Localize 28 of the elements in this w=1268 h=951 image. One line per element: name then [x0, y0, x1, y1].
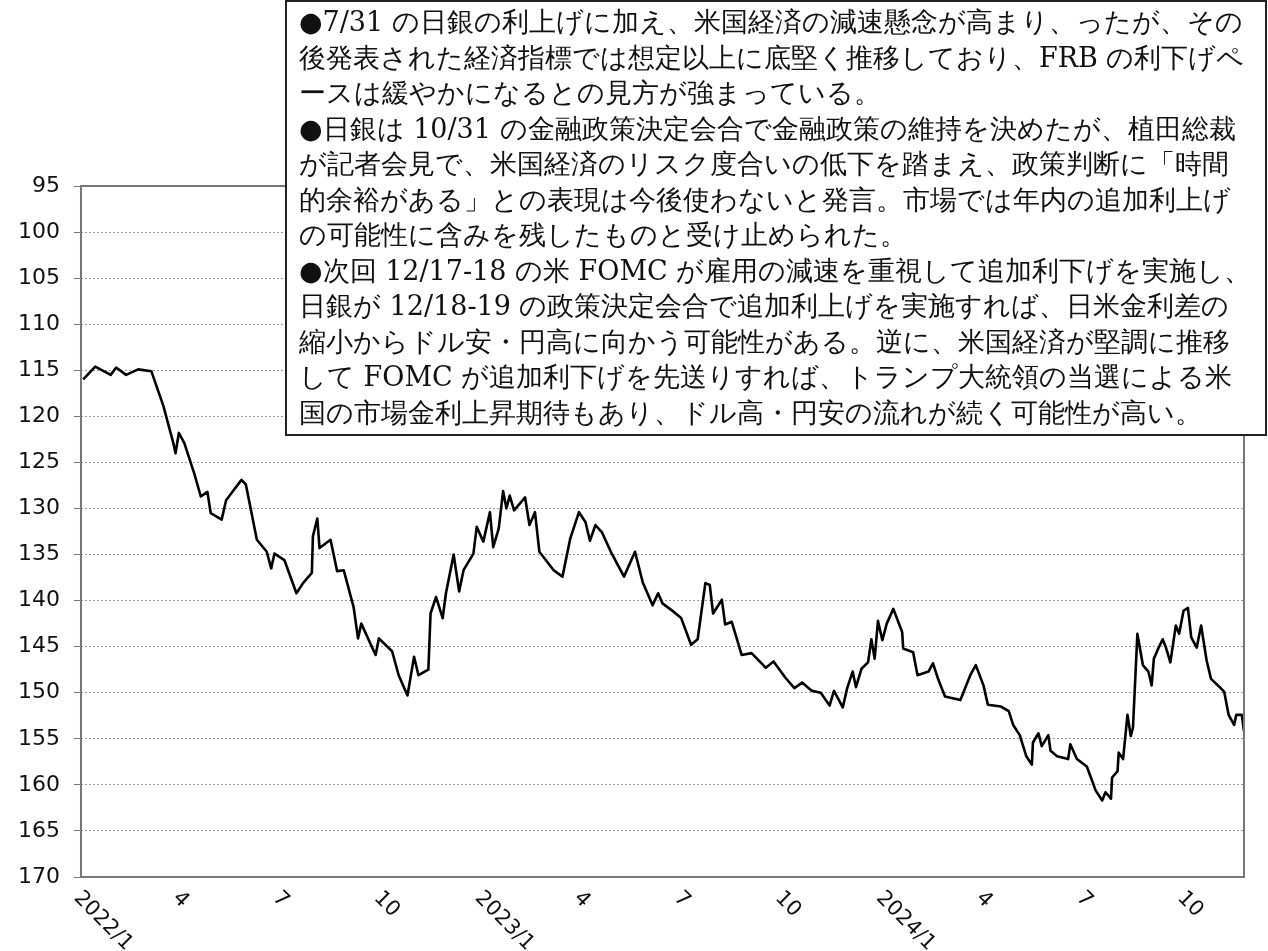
- y-tick-label: 140: [17, 586, 60, 612]
- y-tick-label: 150: [17, 678, 60, 704]
- x-tick-label: 4: [972, 885, 999, 912]
- annotation: ●日銀は 10/31 の金融政策決定会合で金融政策の維持を決めたが、植田総裁が記者会見で、米国経済のリスク度合いの低下を踏まえ、政策判断に「時間的余裕がある」との表現は今後使わないと発言。市場では年内の追加利上げの可能性に含みを残したものと受け止められた。: [299, 111, 1237, 252]
- y-tick-label: 160: [17, 770, 60, 796]
- x-tick-label: 10: [369, 885, 406, 922]
- x-tick-label: 4: [569, 885, 597, 912]
- y-tick-label: 120: [17, 402, 60, 428]
- y-tick-label: 95: [31, 171, 60, 197]
- y-tick-label: 115: [17, 355, 60, 381]
- y-tick-label: 155: [17, 724, 60, 750]
- y-tick-label: 105: [17, 263, 60, 289]
- x-tick-label: 7: [268, 885, 295, 912]
- y-tick-label: 130: [17, 494, 60, 520]
- y-tick-label: 170: [17, 862, 60, 888]
- y-tick-label: 100: [17, 217, 60, 243]
- x-tick-label: 7: [1072, 885, 1099, 912]
- annotation: ●次回 12/17-18 の米 FOMC が雇用の減速を重視して追加利下げを実施し、日銀が 12/18-19 の政策決定会合で追加利上げを実施すれば、日米金利差の縮小からドル安・円高に向かう可能性がある。逆に、米国経済が堅調に推移して FOMC が追加利下げを先送りすれば、トランプ大統領の当選による米国の市場金利上昇期待もあり、ドル高・円安の流れが続く可能性が高い。: [299, 253, 1253, 430]
- y-tick-label: 145: [17, 632, 60, 658]
- y-tick-label: 135: [17, 540, 60, 566]
- y-tick-label: 165: [17, 816, 60, 842]
- x-tick-label: 4: [168, 885, 195, 912]
- y-tick-label: 110: [17, 309, 60, 335]
- text: ●7/31 の日銀の利上げに加え、米国経済の減速懸念が高まり、ったが、その後発表された経済指標では想定以上に底堅く推移しており、FRB の利下げペースは緩やかになるとの見方が強まっている。: [299, 5, 1246, 110]
- x-tick-label: 7: [669, 885, 697, 912]
- x-tick-label: 10: [1173, 885, 1210, 922]
- y-tick-label: 125: [17, 448, 60, 474]
- x-tick-label: 10: [770, 885, 807, 922]
